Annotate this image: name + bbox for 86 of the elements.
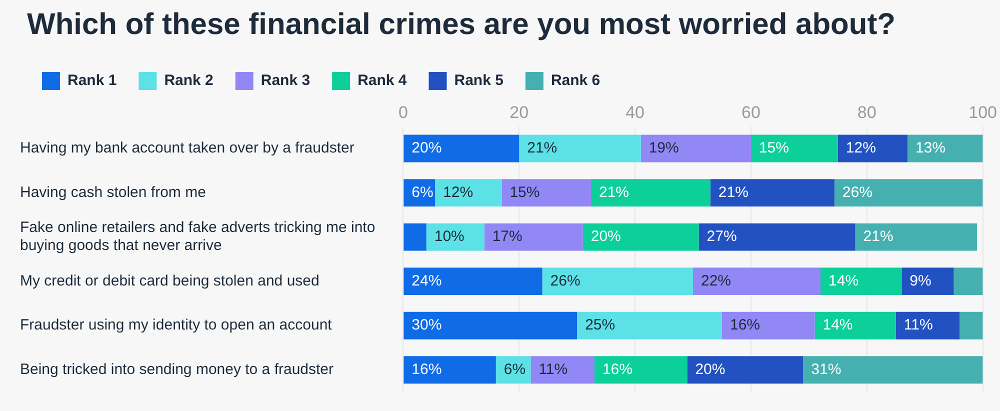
legend-label: Rank 3 xyxy=(260,72,310,90)
bar xyxy=(722,312,815,340)
data-label: 14% xyxy=(822,316,853,334)
bar xyxy=(404,268,542,296)
y-tick-label: Having cash stolen from me xyxy=(20,184,206,201)
data-label: 27% xyxy=(706,228,737,246)
data-label: 12% xyxy=(443,184,474,201)
bar xyxy=(698,223,856,251)
legend-label: Rank 1 xyxy=(68,72,117,90)
data-label: 11% xyxy=(538,361,568,378)
bar xyxy=(519,134,641,162)
bar xyxy=(692,268,821,296)
bar xyxy=(834,179,983,207)
data-label: 12% xyxy=(846,140,876,157)
data-label: 13% xyxy=(915,140,946,157)
legend-label: Rank 4 xyxy=(358,72,408,90)
bar xyxy=(960,312,983,340)
bar xyxy=(594,356,688,384)
bar xyxy=(750,134,838,162)
bar xyxy=(502,179,591,207)
bar xyxy=(404,356,496,384)
bar xyxy=(404,312,578,340)
data-label: 6% xyxy=(412,184,434,201)
bar xyxy=(404,223,426,251)
data-label: 15% xyxy=(758,140,789,157)
bar xyxy=(710,179,834,207)
legend-label: Rank 5 xyxy=(454,72,504,90)
data-label: 20% xyxy=(412,140,442,157)
data-label: 19% xyxy=(648,140,679,157)
bar xyxy=(896,312,960,340)
bar xyxy=(590,179,710,207)
data-label: 24% xyxy=(412,272,442,290)
y-tick-label: My credit or debit card being stolen and used xyxy=(20,272,320,290)
data-label: 11% xyxy=(904,316,933,334)
legend-label: Rank 2 xyxy=(164,72,214,90)
y-tick-label: Fake online retailers and fake adverts tricking me into buying goods that never arrive xyxy=(20,219,376,254)
bar xyxy=(577,312,722,340)
data-label: 21% xyxy=(718,184,748,201)
x-tick-label: 0 xyxy=(398,102,408,122)
data-label: 31% xyxy=(811,361,842,378)
bar xyxy=(902,268,954,296)
data-label: 16% xyxy=(602,361,632,378)
legend-label: Rank 6 xyxy=(550,72,600,90)
x-tick-label: 100 xyxy=(968,102,998,122)
bar xyxy=(687,356,804,384)
data-label: 26% xyxy=(550,272,580,290)
y-tick-label: Being tricked into sending money to a fraudster xyxy=(20,361,334,378)
bar xyxy=(803,356,983,384)
data-label: 20% xyxy=(590,228,621,246)
bar xyxy=(426,223,484,251)
data-label: 22% xyxy=(700,272,732,290)
bar xyxy=(954,268,983,296)
x-tick-label: 60 xyxy=(742,102,760,122)
data-label: 30% xyxy=(412,316,442,334)
bar xyxy=(820,268,902,296)
chart-title: Which of these financial crimes are you most worried about? xyxy=(26,7,897,43)
bar xyxy=(907,134,983,162)
data-label: 26% xyxy=(842,184,872,201)
data-label: 16% xyxy=(412,361,442,378)
data-label: 9% xyxy=(910,272,932,290)
x-tick-label: 20 xyxy=(510,102,529,122)
data-label: 21% xyxy=(863,228,894,246)
data-label: 17% xyxy=(492,228,522,246)
data-label: 20% xyxy=(695,361,726,378)
data-label: 21% xyxy=(598,184,630,201)
bar xyxy=(404,134,520,162)
data-label: 15% xyxy=(510,184,540,201)
bar xyxy=(640,134,751,162)
data-label: 25% xyxy=(585,316,616,334)
bar xyxy=(582,223,699,251)
bar xyxy=(542,268,693,296)
data-label: 21% xyxy=(527,140,558,157)
data-label: 14% xyxy=(828,272,859,290)
x-tick-label: 80 xyxy=(857,102,876,122)
bar xyxy=(435,179,502,207)
x-tick-label: 40 xyxy=(626,102,644,122)
data-label: 16% xyxy=(730,316,760,334)
bar xyxy=(530,356,594,384)
data-label: 10% xyxy=(434,228,464,246)
bar xyxy=(484,223,583,251)
y-tick-label: Having my bank account taken over by a fraudster xyxy=(20,140,354,157)
bar xyxy=(814,312,896,340)
y-tick-label: Fraudster using my identity to open an account xyxy=(20,316,333,334)
bar xyxy=(855,223,978,251)
bar xyxy=(838,134,908,162)
data-label: 6% xyxy=(504,361,526,378)
